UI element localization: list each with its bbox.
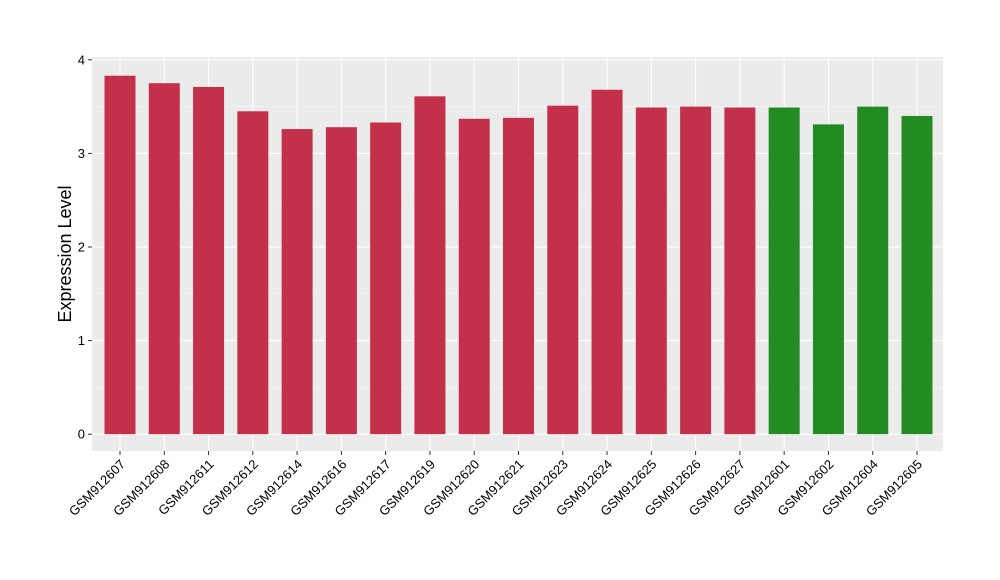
bar-GSM912601: [768, 107, 800, 435]
bar-GSM912604: [857, 106, 889, 435]
y-tick-label: 2: [78, 239, 85, 254]
bar-GSM912619: [414, 96, 446, 435]
bar-GSM912608: [148, 83, 180, 435]
bar-GSM912626: [680, 106, 712, 435]
y-tick-label: 1: [78, 333, 85, 348]
bar-GSM912623: [547, 105, 579, 435]
bar-GSM912627: [724, 107, 756, 435]
bar-GSM912616: [325, 127, 357, 435]
bar-GSM912602: [812, 124, 844, 435]
y-tick-label: 0: [78, 427, 85, 442]
bar-GSM912612: [237, 111, 269, 435]
bar-GSM912614: [281, 129, 313, 435]
y-axis-title: Expression Level: [55, 185, 75, 322]
bar-GSM912611: [193, 86, 225, 435]
bar-GSM912605: [901, 115, 933, 435]
bar-GSM912620: [458, 118, 490, 435]
y-tick-label: 3: [78, 146, 85, 161]
bar-GSM912617: [370, 122, 402, 435]
bar-GSM912621: [503, 117, 534, 435]
bar-GSM912607: [104, 75, 136, 435]
x-axis: GSM912607GSM912608GSM912611GSM912612GSM9…: [66, 451, 925, 519]
y-tick-label: 4: [78, 52, 85, 67]
y-axis: 0 1 2 3 4: [78, 52, 92, 442]
bar-GSM912625: [635, 107, 667, 435]
bars: [104, 75, 933, 435]
bar-GSM912624: [591, 89, 623, 435]
